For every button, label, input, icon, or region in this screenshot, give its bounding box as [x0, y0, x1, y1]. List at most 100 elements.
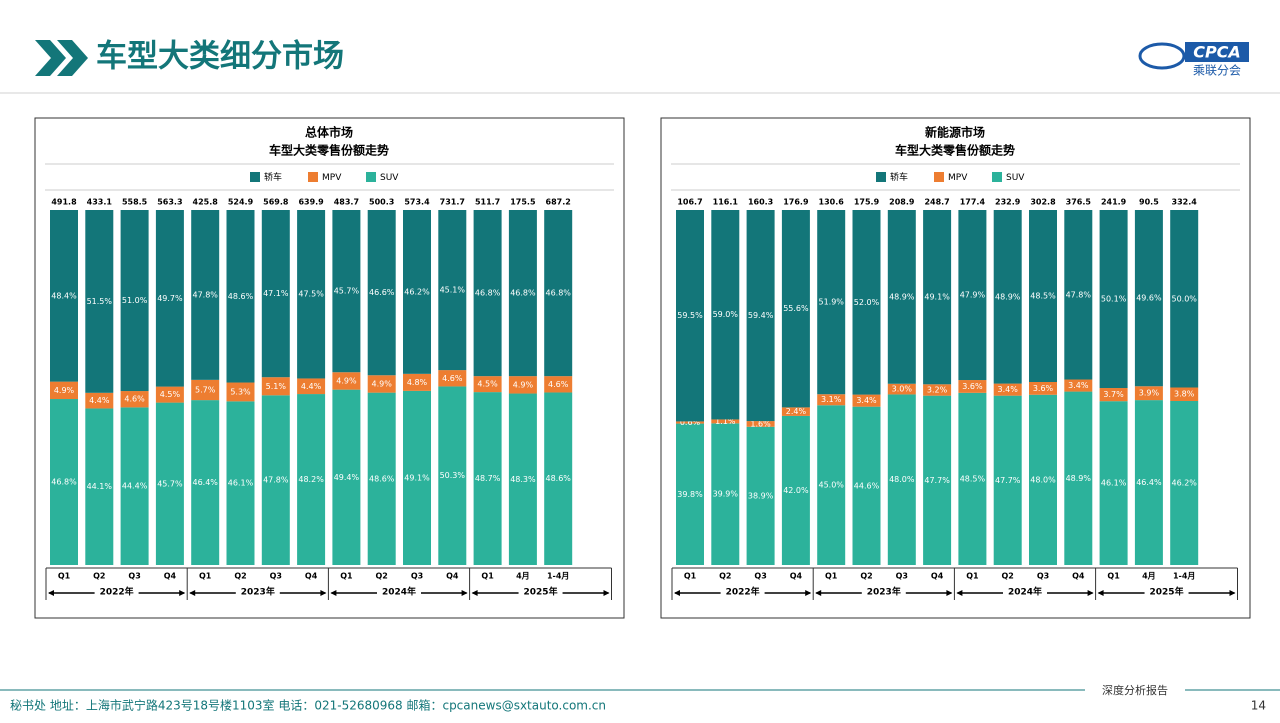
bar-segment	[1064, 379, 1093, 392]
group-label: 2022年	[100, 586, 134, 598]
bar-segment	[155, 402, 184, 565]
legend-swatch	[308, 172, 318, 182]
bar-segment	[923, 395, 952, 565]
x-tick-label: Q3	[1037, 572, 1049, 581]
total-label: 175.9	[854, 198, 880, 207]
total-label: 687.2	[546, 198, 571, 207]
x-tick-label: Q3	[270, 572, 282, 581]
bar-segment	[403, 210, 431, 374]
value-label: 4.5%	[160, 390, 181, 399]
bar-segment	[85, 408, 114, 565]
value-label: 4.5%	[477, 380, 498, 389]
bar-segment	[676, 423, 704, 565]
x-tick-label: Q2	[376, 572, 388, 581]
bar-segment	[887, 383, 916, 395]
value-label: 4.8%	[407, 378, 428, 387]
footer-address: 秘书处 地址：上海市武宁路423号18号楼1103室 电话：021-526809…	[10, 698, 606, 713]
bar-segment	[711, 210, 740, 420]
bar-segment	[1064, 391, 1093, 565]
value-label: 48.7%	[475, 474, 501, 483]
bar-segment	[473, 376, 502, 393]
value-label: 5.1%	[266, 382, 287, 391]
bar-segment	[473, 210, 502, 377]
value-label: 48.6%	[545, 474, 571, 483]
bar-segment	[958, 210, 987, 381]
bar-segment	[1029, 382, 1057, 395]
legend-label: SUV	[1006, 173, 1025, 183]
group-label: 2023年	[241, 586, 275, 598]
x-tick-label: 1-4月	[1173, 572, 1195, 581]
value-label: 4.6%	[442, 374, 463, 383]
bar-segment	[120, 407, 149, 565]
bar-segment	[155, 210, 184, 387]
value-label: 48.4%	[51, 291, 77, 300]
bar-segment	[85, 392, 114, 409]
value-label: 46.4%	[192, 478, 218, 487]
value-label: 59.0%	[713, 310, 739, 319]
bar-segment	[226, 210, 255, 383]
bar-segment	[297, 394, 326, 565]
bar-segment	[438, 210, 467, 371]
total-label: 160.3	[748, 198, 773, 207]
group-label: 2025年	[524, 586, 558, 598]
x-tick-label: Q4	[446, 572, 459, 581]
value-label: 3.4%	[856, 396, 877, 405]
x-tick-label: Q4	[1072, 572, 1085, 581]
x-tick-label: Q1	[684, 572, 697, 581]
group-label: 2023年	[867, 586, 901, 598]
value-label: 46.8%	[510, 289, 536, 298]
bar-segment	[544, 376, 573, 393]
x-tick-label: Q4	[164, 572, 177, 581]
total-label: 175.5	[510, 198, 536, 207]
value-label: 3.6%	[962, 382, 983, 391]
value-label: 50.0%	[1171, 294, 1197, 303]
value-label: 44.6%	[854, 481, 880, 490]
chart-frame	[34, 117, 625, 619]
x-tick-label: Q3	[411, 572, 423, 581]
group-label: 2024年	[382, 586, 416, 598]
value-label: 50.1%	[1101, 295, 1127, 304]
group-label: 2025年	[1150, 586, 1184, 598]
value-label: 51.0%	[122, 296, 148, 305]
total-label: 232.9	[995, 198, 1021, 207]
value-label: 5.3%	[230, 387, 251, 396]
arrowhead	[815, 590, 822, 596]
logo-sub: 乘联分会	[1193, 64, 1241, 78]
bar-segment	[1134, 386, 1163, 401]
value-label: 1.6%	[750, 419, 771, 428]
chart-subtitle: 车型大类零售份额走势	[895, 143, 1015, 158]
value-label: 46.8%	[475, 289, 501, 298]
legend-label: 轿车	[264, 171, 282, 183]
bar-segment	[817, 210, 846, 395]
bar-segment	[746, 210, 775, 422]
bar-segment	[544, 210, 573, 377]
arrowhead	[603, 590, 610, 596]
value-label: 46.8%	[51, 478, 77, 487]
arrowhead	[179, 590, 186, 596]
x-tick-label: Q1	[481, 572, 494, 581]
value-label: 46.1%	[228, 479, 254, 488]
total-label: 573.4	[404, 198, 430, 207]
chart-subtitle: 车型大类零售份额走势	[269, 143, 389, 158]
bar-segment	[852, 406, 881, 565]
logo-box	[1185, 42, 1249, 62]
bar-segment	[50, 399, 78, 565]
chevron	[35, 40, 66, 76]
total-label: 500.3	[369, 198, 394, 207]
value-label: 46.2%	[1171, 478, 1197, 487]
value-label: 44.4%	[122, 482, 148, 491]
value-label: 47.1%	[263, 289, 289, 298]
chart-frame	[660, 117, 1251, 619]
value-label: 47.7%	[924, 476, 950, 485]
value-label: 48.0%	[1030, 475, 1056, 484]
bar-segment	[50, 381, 78, 400]
bar-segment	[746, 426, 775, 565]
value-label: 44.1%	[87, 482, 113, 491]
group-label: 2024年	[1008, 586, 1042, 598]
bar-segment	[676, 210, 704, 422]
arrowhead	[471, 590, 478, 596]
value-label: 47.5%	[298, 290, 324, 299]
total-label: 176.9	[783, 198, 809, 207]
arrowhead	[461, 590, 468, 596]
bar-segment	[226, 382, 255, 402]
